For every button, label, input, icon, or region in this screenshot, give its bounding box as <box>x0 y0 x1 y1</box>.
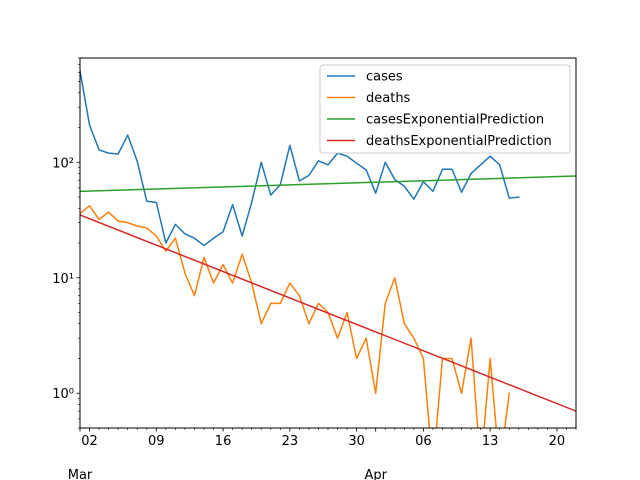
y-tick-label: 10¹ <box>52 272 74 287</box>
series-cases <box>80 69 520 247</box>
axis-ticks: 10⁰ 10¹ 10² 02 09 16 23 30 06 13 20 Mar Apr <box>52 57 577 480</box>
legend-label-cases-exponential-prediction: casesExponentialPrediction <box>366 113 544 128</box>
legend-label-cases: cases <box>366 70 403 85</box>
y-tick-label: 10² <box>52 156 74 171</box>
x-tick-label: 13 <box>482 434 499 449</box>
series-deaths <box>80 205 511 428</box>
legend: cases deaths casesExponentialPrediction dea… <box>319 64 571 154</box>
series-line-cases-exponential-prediction <box>80 175 576 193</box>
series-line-deaths-exponential-prediction <box>80 214 576 412</box>
x-tick-label: 23 <box>282 434 299 449</box>
x-tick-label: 30 <box>348 434 365 449</box>
series-deaths-exponential-prediction <box>80 214 576 412</box>
x-tick-label: 16 <box>215 434 232 449</box>
series-cases-exponential-prediction <box>80 175 576 193</box>
x-month-label: Apr <box>364 468 387 480</box>
y-tick-label: 10⁰ <box>52 387 74 402</box>
x-month-label: Mar <box>68 468 93 480</box>
x-tick-label: 20 <box>549 434 566 449</box>
x-tick-label: 09 <box>148 434 165 449</box>
x-tick-label: 06 <box>415 434 432 449</box>
legend-label-deaths: deaths <box>366 91 411 106</box>
x-tick-label: 02 <box>81 434 98 449</box>
series-line-deaths <box>80 205 511 428</box>
series-line-cases <box>80 69 520 247</box>
plot-area <box>80 69 576 428</box>
legend-box <box>319 64 571 154</box>
legend-label-deaths-exponential-prediction: deathsExponentialPrediction <box>366 134 552 149</box>
